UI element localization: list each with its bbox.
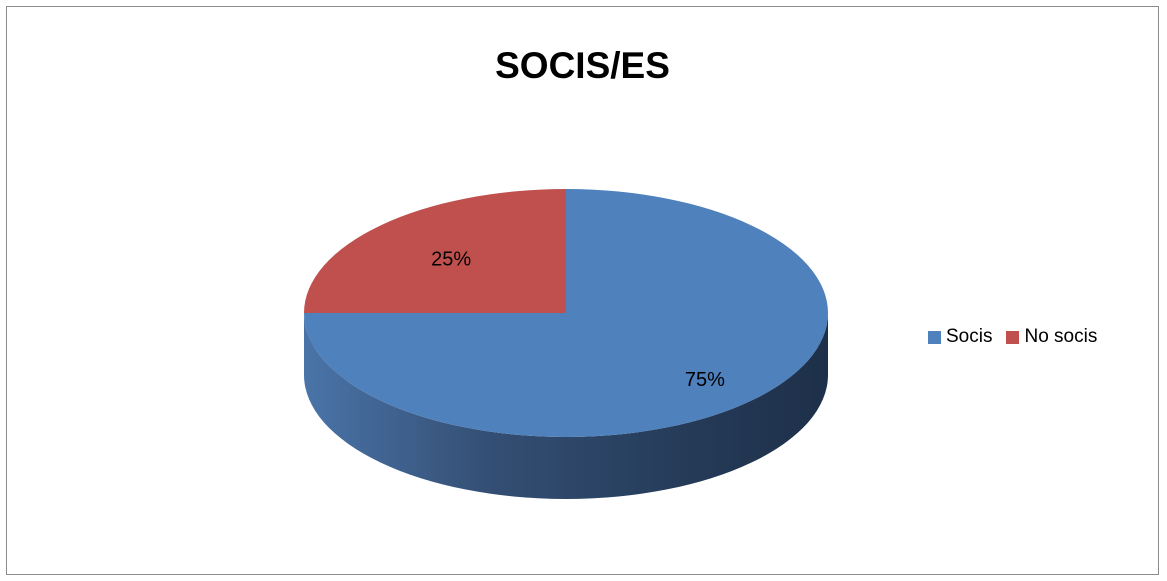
legend: Socis No socis bbox=[928, 326, 1111, 348]
legend-item-socis: Socis bbox=[928, 326, 992, 348]
legend-swatch-socis bbox=[928, 330, 941, 344]
legend-item-no-socis: No socis bbox=[1006, 326, 1097, 348]
chart-title: SOCIS/ES bbox=[495, 45, 670, 86]
pie-tops bbox=[304, 189, 828, 437]
pie-side-socis bbox=[304, 313, 828, 499]
legend-label-socis: Socis bbox=[946, 326, 993, 347]
legend-swatch-no-socis bbox=[1006, 330, 1020, 344]
data-label-no-socis: 25% bbox=[431, 249, 471, 271]
legend-label-no-socis: No socis bbox=[1024, 326, 1098, 347]
pie-sides bbox=[304, 313, 828, 499]
pie-slice-no-socis[interactable] bbox=[304, 189, 566, 313]
pie-labels: 75% 25% bbox=[431, 249, 725, 391]
data-label-socis: 75% bbox=[685, 369, 725, 391]
